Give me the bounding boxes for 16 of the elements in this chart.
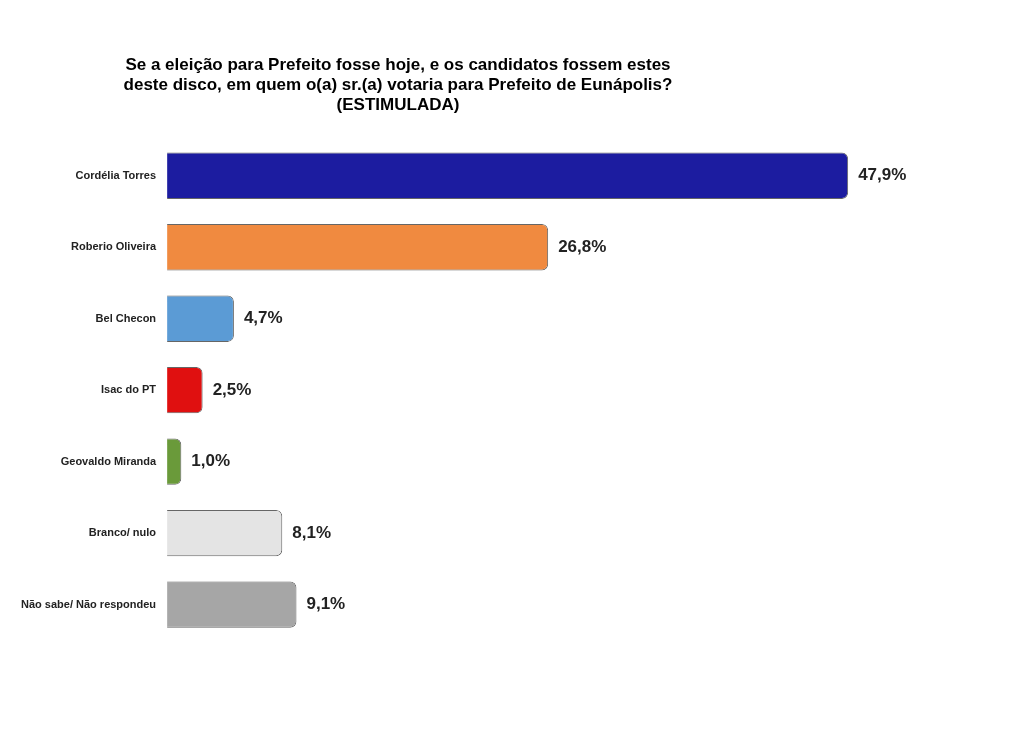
y-tick-label: Cordélia Torres [75,168,157,181]
data-label: 47,9% [858,165,907,185]
data-label: 4,7% [243,308,283,328]
chart-subtitle: (ESTIMULADA) [335,95,461,115]
y-tick-label: Geovaldo Miranda [60,454,157,467]
data-label: 2,5% [212,379,252,399]
y-tick-label: Roberio Oliveira [71,240,157,253]
y-tick-label: Branco/ nulo [88,526,157,539]
y-tick-label: Não sabe/ Não respondeu [20,597,157,610]
data-label: 1,0% [191,451,231,471]
y-tick-label: Isac do PT [101,383,157,396]
data-label: 8,1% [292,522,332,542]
data-label: 9,1% [306,594,346,614]
y-tick-label: Bel Checon [95,311,157,324]
chart-title: Se a eleição para Prefeito fosse hoje, e os candidatos fossem estes deste disco, em quem o(a) sr.(a) votaria para Prefeito de Eunápolis? [122,55,674,95]
data-label: 26,8% [558,236,607,256]
